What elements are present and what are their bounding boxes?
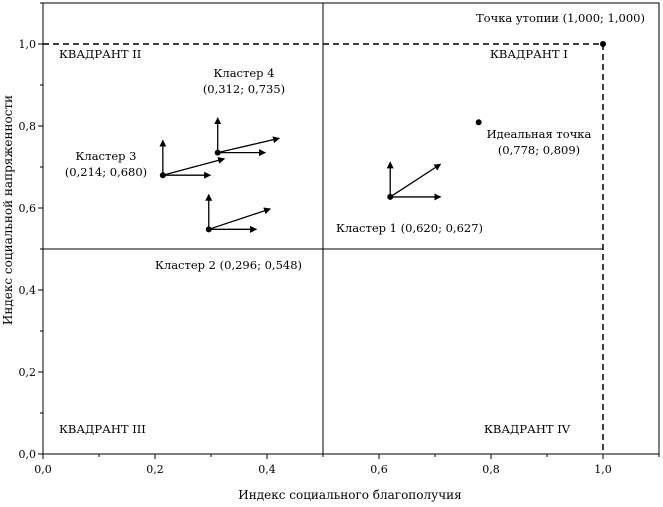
quadrant-label-3: КВАДРАНТ III (59, 422, 146, 436)
quadrant-label-1: КВАДРАНТ I (490, 47, 568, 61)
x-tick-label: 0,6 (370, 463, 388, 476)
y-tick-label: 0,8 (19, 120, 37, 133)
data-point (205, 226, 212, 233)
cluster3-label: Кластер 3 (75, 149, 136, 163)
y-axis-title: Индекс социальной напряженности (1, 95, 15, 325)
quadrant-label-2: КВАДРАНТ II (59, 47, 141, 61)
ideal-point-label: Идеальная точка (487, 127, 592, 141)
data-point (475, 119, 482, 126)
x-tick-label: 0,8 (482, 463, 500, 476)
cluster-vector-arrow (217, 136, 281, 154)
y-tick-label: 0,2 (19, 366, 37, 379)
data-point (214, 149, 221, 156)
plot-frame (42, 2, 660, 455)
data-point (387, 193, 394, 200)
cluster1-label: Кластер 1 (0,620; 0,627) (336, 221, 483, 235)
ideal-point-coords: (0,778; 0,809) (498, 143, 580, 157)
x-axis-title: Индекс социального благополучия (238, 488, 461, 502)
y-tick-label: 0,6 (19, 202, 37, 215)
cluster-vector-arrow (389, 163, 442, 198)
cluster2-label: Кластер 2 (0,296; 0,548) (155, 258, 302, 272)
utopia-point-label: Точка утопии (1,000; 1,000) (476, 11, 645, 25)
x-tick-label: 0,2 (146, 463, 164, 476)
cluster-vector-arrow (162, 157, 226, 176)
data-point (600, 41, 606, 47)
cluster3-coords: (0,214; 0,680) (65, 165, 147, 179)
x-tick-label: 1,0 (594, 463, 612, 476)
x-tick-label: 0,0 (34, 463, 52, 476)
y-tick-label: 1,0 (19, 38, 37, 51)
cluster4-label: Кластер 4 (213, 66, 274, 80)
data-point (159, 172, 166, 179)
y-tick-label: 0,4 (19, 284, 37, 297)
cluster4-coords: (0,312; 0,735) (203, 82, 285, 96)
cluster-vector-arrow (208, 207, 272, 230)
y-tick-label: 0,0 (19, 448, 37, 461)
x-tick-label: 0,4 (258, 463, 276, 476)
quadrant-label-4: КВАДРАНТ IV (484, 422, 571, 436)
